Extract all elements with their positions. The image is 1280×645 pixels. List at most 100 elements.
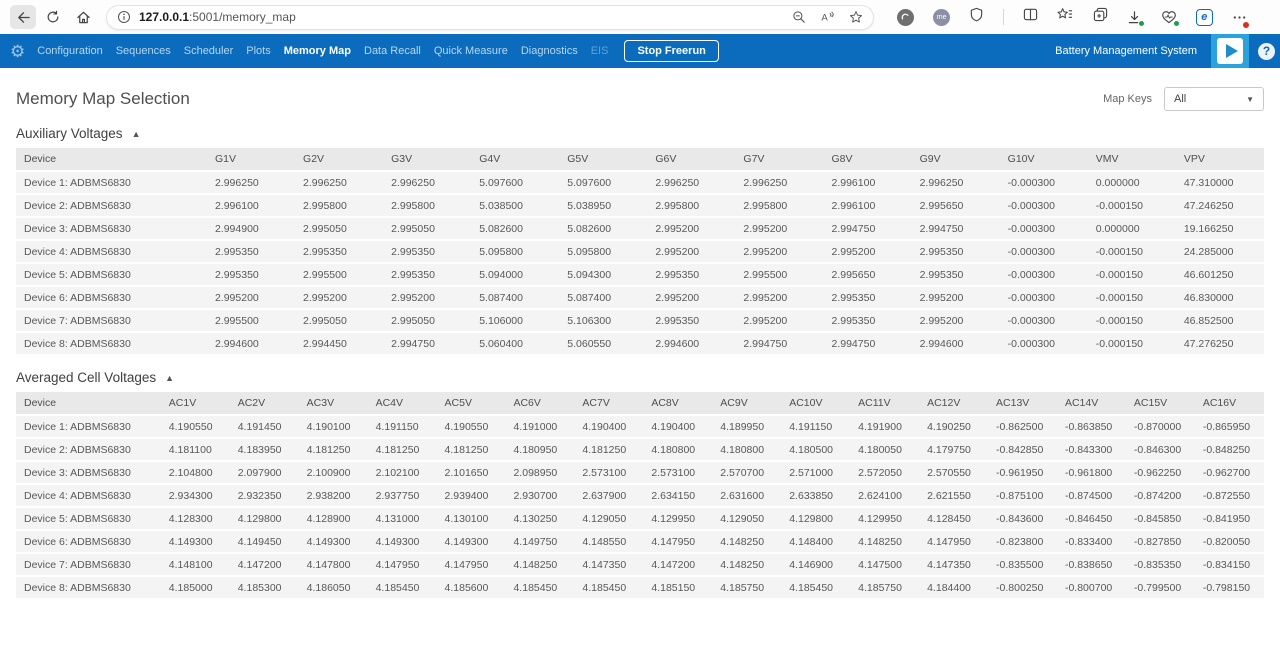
value-cell: 4.149300 (160, 530, 230, 554)
value-cell: 2.995350 (911, 263, 1000, 287)
site-info-icon[interactable] (117, 10, 131, 24)
refresh-button[interactable] (40, 5, 66, 29)
value-cell: 4.147950 (643, 530, 713, 554)
nav-item-scheduler[interactable]: Scheduler (183, 45, 234, 57)
table-row: Device 5: ADBMS6830 4.128300 4.129800 4.128… (16, 507, 1264, 531)
collapse-triangle-icon[interactable]: ▲ (165, 372, 175, 383)
value-cell: 2.994450 (295, 332, 384, 356)
value-cell: 2.101650 (436, 461, 506, 485)
section-title-auxiliary-voltages: Auxiliary Voltages ▲ (16, 126, 1264, 141)
favorites-bar-icon[interactable] (1057, 7, 1073, 27)
value-cell: 4.148100 (160, 553, 230, 577)
value-cell: 2.994600 (911, 332, 1000, 356)
settings-gear-icon[interactable]: ⚙ (10, 41, 26, 61)
split-screen-icon[interactable] (1023, 7, 1038, 27)
toolbar-divider (1003, 9, 1005, 25)
value-cell: -0.870000 (1125, 415, 1195, 439)
column-header-g2v: G2V (295, 148, 384, 172)
value-cell: 4.129800 (781, 507, 851, 531)
value-cell: 4.148250 (850, 530, 920, 554)
value-cell: 46.852500 (1175, 309, 1264, 333)
column-header-ac7v: AC7V (574, 392, 644, 416)
value-cell: 2.995050 (295, 217, 384, 241)
back-button[interactable] (10, 5, 36, 29)
value-cell: -0.000150 (1087, 286, 1176, 310)
essentials-status-dot (1172, 19, 1180, 27)
value-cell: 4.180950 (505, 438, 575, 462)
value-cell: 4.147200 (229, 553, 299, 577)
profile-me-icon[interactable]: me (933, 8, 951, 26)
map-keys-select[interactable]: All ▼ (1164, 87, 1264, 111)
nav-item-sequences[interactable]: Sequences (115, 45, 171, 57)
column-header-device: Device (16, 392, 161, 416)
column-header-g6v: G6V (647, 148, 736, 172)
more-menu-alert-dot (1242, 21, 1249, 28)
table-row: Device 6: ADBMS6830 2.995200 2.995200 2.995… (16, 286, 1264, 310)
favorite-star-icon[interactable] (849, 10, 863, 24)
extension-icon[interactable] (897, 8, 915, 26)
value-cell: 5.060400 (471, 332, 560, 356)
home-button[interactable] (70, 5, 96, 29)
value-cell: 4.180800 (643, 438, 713, 462)
value-cell: 4.147950 (367, 553, 437, 577)
nav-item-memory-map[interactable]: Memory Map (283, 45, 351, 57)
run-play-button[interactable] (1211, 34, 1249, 68)
extension-shield-icon[interactable] (969, 7, 984, 27)
value-cell: 4.191450 (229, 415, 299, 439)
nav-item-configuration[interactable]: Configuration (37, 45, 103, 57)
value-cell: 2.102100 (367, 461, 437, 485)
value-cell: 2.996250 (383, 171, 472, 195)
column-header-ac6v: AC6V (505, 392, 575, 416)
value-cell: 4.147200 (643, 553, 713, 577)
nav-item-data-recall[interactable]: Data Recall (364, 45, 421, 57)
value-cell: -0.835350 (1125, 553, 1195, 577)
column-header-g9v: G9V (911, 148, 1000, 172)
collections-icon[interactable] (1093, 7, 1108, 27)
column-header-ac15v: AC15V (1125, 392, 1195, 416)
value-cell: 4.191150 (367, 415, 437, 439)
value-cell: -0.820050 (1194, 530, 1264, 554)
value-cell: 2.995500 (735, 263, 824, 287)
value-cell: 5.087400 (471, 286, 560, 310)
edge-sidebar-icon[interactable]: e (1195, 8, 1213, 26)
column-header-ac13v: AC13V (988, 392, 1057, 416)
downloads-icon[interactable] (1127, 10, 1145, 27)
value-cell: -0.799500 (1125, 576, 1195, 600)
auxiliary-voltages-table: Device G1V G2V G3V G4V G5V G6V G7V G8V G9V G10V VMV… (16, 148, 1264, 356)
value-cell: -0.000300 (999, 240, 1088, 264)
stop-freerun-button[interactable]: Stop Freerun (624, 40, 719, 62)
value-cell: -0.846450 (1056, 507, 1126, 531)
url-text[interactable]: 127.0.0.1:5001/memory_map (139, 10, 296, 24)
value-cell: 4.190400 (643, 415, 713, 439)
value-cell: 4.181250 (367, 438, 437, 462)
value-cell: 2.637900 (574, 484, 644, 508)
value-cell: 5.095800 (559, 240, 648, 264)
nav-item-plots[interactable]: Plots (246, 45, 271, 57)
browser-essentials-icon[interactable] (1161, 10, 1180, 27)
table-row: Device 1: ADBMS6830 4.190550 4.191450 4.190… (16, 415, 1264, 439)
read-aloud-icon[interactable]: A (820, 10, 835, 24)
value-cell: 2.995200 (823, 240, 912, 264)
value-cell: 47.246250 (1175, 194, 1264, 218)
zoom-out-icon[interactable] (792, 10, 806, 24)
section-title-averaged-cell-voltages: Averaged Cell Voltages ▲ (16, 370, 1264, 385)
collapse-triangle-icon[interactable]: ▲ (131, 128, 141, 139)
value-cell: 4.147500 (850, 553, 920, 577)
more-menu-icon[interactable] (1232, 10, 1249, 28)
address-bar[interactable]: 127.0.0.1:5001/memory_map A (106, 4, 874, 30)
value-cell: -0.846300 (1125, 438, 1195, 462)
value-cell: 4.129950 (850, 507, 920, 531)
value-cell: -0.841950 (1194, 507, 1264, 531)
column-header-ac14v: AC14V (1056, 392, 1126, 416)
value-cell: 2.934300 (160, 484, 230, 508)
page-title: Memory Map Selection (16, 89, 190, 108)
value-cell: 4.128300 (160, 507, 230, 531)
value-cell: -0.000300 (999, 194, 1088, 218)
column-header-g1v: G1V (206, 148, 296, 172)
nav-item-quick-measure[interactable]: Quick Measure (433, 45, 508, 57)
value-cell: 2.995350 (206, 240, 296, 264)
value-cell: 2.995200 (735, 217, 824, 241)
value-cell: 4.181100 (160, 438, 230, 462)
nav-item-diagnostics[interactable]: Diagnostics (520, 45, 578, 57)
help-icon[interactable]: ? (1258, 42, 1275, 60)
